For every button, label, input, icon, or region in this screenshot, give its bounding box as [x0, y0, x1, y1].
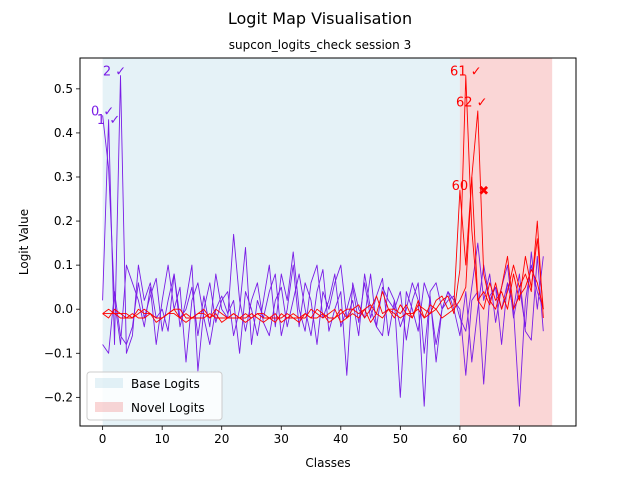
x-tick-label-5: 50	[393, 432, 408, 446]
x-tick-label-3: 30	[274, 432, 289, 446]
x-tick-label-7: 70	[512, 432, 527, 446]
y-axis-label: Logit Value	[17, 209, 31, 275]
x-tick-label-4: 40	[333, 432, 348, 446]
y-tick-label-4: 0.2	[54, 214, 73, 228]
legend-label-base: Base Logits	[131, 377, 200, 391]
legend: Base Logits Novel Logits	[86, 371, 223, 421]
series-line-novel-5	[102, 176, 544, 323]
y-tick-label-6: 0.4	[54, 126, 73, 140]
x-tick-label-1: 10	[155, 432, 170, 446]
x-tick-label-6: 60	[452, 432, 467, 446]
point-annotation-3: 60	[452, 179, 469, 194]
x-tick-label-2: 20	[214, 432, 229, 446]
y-tick-label-5: 0.3	[54, 170, 73, 184]
legend-swatch-base	[95, 378, 123, 388]
y-tick-label-3: 0.1	[54, 258, 73, 272]
point-annotation-5: 62 ✓	[456, 95, 488, 110]
series-line-novel-3	[102, 110, 544, 323]
point-annotation-4: 61 ✓	[450, 65, 482, 80]
x-tick-label-0: 0	[99, 432, 107, 446]
y-tick-label-2: 0.0	[54, 302, 73, 316]
legend-box	[86, 371, 223, 421]
point-annotation-0: 0 ✓	[91, 104, 114, 119]
x-axis-label: Classes	[305, 456, 350, 470]
y-tick-label-0: −0.2	[44, 390, 73, 404]
plot-frame	[79, 57, 577, 427]
legend-label-novel: Novel Logits	[131, 401, 205, 415]
point-annotation-1: 1 ✓	[97, 113, 120, 128]
cross-marker-0: ✖	[478, 184, 489, 199]
region-band-0	[102, 58, 460, 426]
y-tick-label-7: 0.5	[54, 82, 73, 96]
point-annotation-2: 2 ✓	[103, 65, 126, 80]
series-line-base-2	[102, 233, 544, 407]
chart-title: Logit Map Visualisation	[228, 9, 412, 28]
y-tick-label-1: −0.1	[44, 346, 73, 360]
legend-swatch-novel	[95, 402, 123, 412]
chart-subtitle: supcon_logits_check session 3	[229, 38, 411, 52]
